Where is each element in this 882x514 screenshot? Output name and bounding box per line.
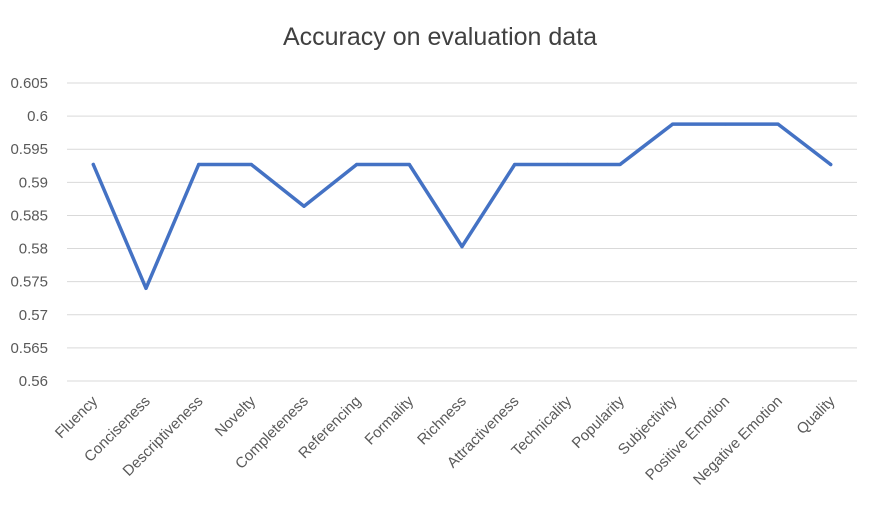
y-tick-label: 0.595 [10, 141, 48, 158]
data-point [355, 162, 359, 167]
data-point [513, 162, 517, 167]
x-tick-label: Novelty [212, 392, 260, 440]
y-tick-label: 0.59 [19, 174, 48, 191]
data-point [671, 122, 675, 126]
x-tick-label: Formality [362, 392, 418, 448]
data-point [565, 162, 569, 167]
x-tick-label: Richness [414, 393, 470, 449]
data-point [618, 162, 622, 167]
data-point [249, 162, 253, 167]
data-point [776, 122, 780, 126]
data-point [829, 162, 833, 167]
x-tick-label: Negative Emotion [690, 393, 786, 489]
x-tick-label: Quality [793, 392, 838, 437]
y-tick-label: 0.57 [19, 307, 48, 324]
chart-title: Accuracy on evaluation data [283, 23, 597, 51]
data-point [197, 162, 201, 167]
data-point [302, 204, 306, 208]
data-point [407, 162, 411, 167]
gridlines [67, 82, 857, 382]
series-layer [91, 122, 833, 291]
x-tick-label: Fluency [52, 392, 102, 442]
y-tick-label: 0.565 [10, 340, 48, 357]
data-point [723, 122, 727, 126]
data-point [144, 286, 148, 290]
y-tick-label: 0.605 [10, 75, 48, 92]
y-tick-label: 0.585 [10, 207, 48, 224]
data-point [460, 244, 464, 249]
y-tick-label: 0.58 [19, 241, 48, 258]
y-axis-tick-labels: 0.560.5650.570.5750.580.5850.590.5950.60… [10, 75, 48, 390]
data-point [91, 162, 95, 167]
y-tick-label: 0.575 [10, 274, 48, 291]
y-tick-label: 0.6 [27, 108, 48, 125]
y-tick-label: 0.56 [19, 373, 48, 390]
